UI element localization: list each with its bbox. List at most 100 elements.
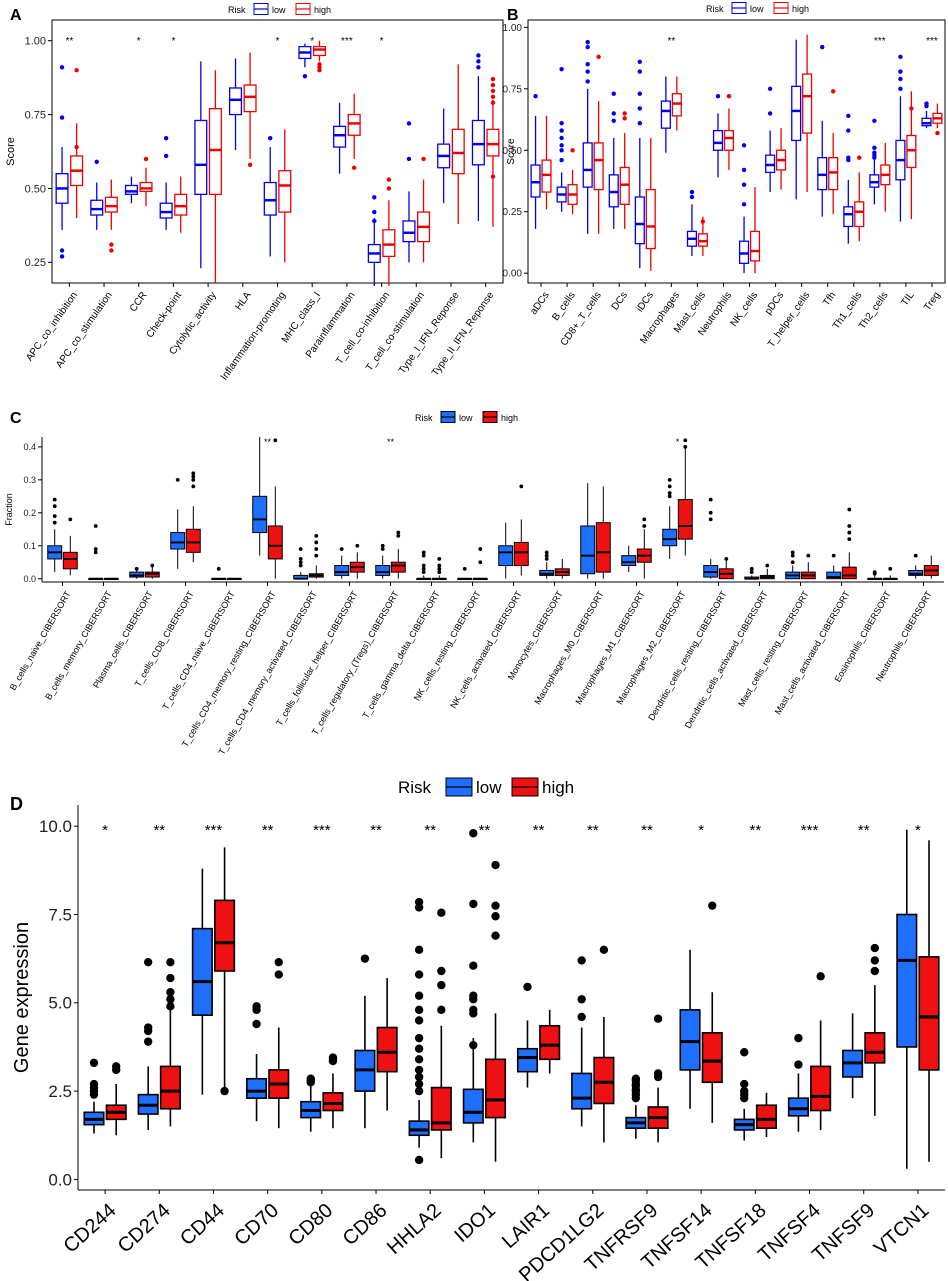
x-tick-label: CD274 — [114, 1199, 175, 1257]
outlier-point — [478, 547, 483, 551]
legend-label-high: high — [314, 5, 331, 15]
y-tick-label: 0.25 — [503, 207, 523, 218]
legend-title: Risk — [706, 4, 724, 14]
box-high — [104, 179, 118, 253]
outlier-point — [870, 966, 880, 976]
box-iqr — [539, 1024, 561, 1061]
significance-mark: *** — [874, 36, 886, 47]
x-tick-label: Type_I_IFN_Reponse — [397, 290, 462, 376]
outlier-point — [93, 547, 98, 551]
outlier-point — [302, 73, 308, 79]
box-iqr — [843, 206, 854, 228]
box-iqr — [513, 541, 529, 567]
legend: Risk low high — [706, 2, 809, 14]
box-high — [376, 978, 398, 1111]
box-iqr — [645, 188, 656, 250]
box-iqr — [245, 1077, 268, 1099]
significance-mark: *** — [341, 36, 353, 47]
outlier-point — [317, 68, 322, 73]
significance-mark: ** — [424, 822, 436, 839]
box-iqr — [723, 129, 735, 151]
box-high — [932, 103, 943, 136]
box-iqr — [486, 128, 500, 157]
significance-mark: ** — [479, 822, 491, 839]
outlier-point — [667, 484, 672, 489]
x-tick-label: Inflammation-promoting — [219, 290, 288, 382]
box-high — [647, 1014, 669, 1143]
box-high — [472, 547, 488, 581]
x-tick-label: CCR — [128, 290, 149, 314]
outlier-point — [490, 82, 496, 88]
box-low — [159, 136, 173, 230]
box-high — [539, 1009, 561, 1074]
outlier-point — [642, 524, 647, 528]
outlier-point — [59, 254, 65, 259]
outlier-point — [870, 956, 880, 965]
outlier-point — [437, 966, 446, 976]
outlier-point — [414, 1065, 424, 1075]
significance-mark: *** — [205, 822, 223, 839]
box-high — [864, 943, 886, 1116]
box-iqr — [580, 525, 596, 575]
outlier-point — [847, 524, 852, 528]
outlier-point — [380, 547, 385, 551]
outlier-point — [372, 218, 377, 224]
outlier-point — [175, 477, 180, 482]
y-tick-label: 0.50 — [25, 183, 46, 195]
box-low — [660, 76, 671, 153]
box-iqr — [194, 119, 208, 195]
outlier-point — [89, 1058, 99, 1068]
significance-mark: * — [698, 822, 704, 839]
outlier-point — [642, 517, 647, 522]
box-high — [159, 957, 181, 1127]
x-tick-label: aDCs — [528, 290, 551, 317]
significance-mark: *** — [801, 822, 819, 839]
outlier-point — [314, 533, 319, 538]
box-low — [47, 497, 63, 573]
outlier-point — [414, 903, 424, 912]
box-low — [402, 121, 416, 263]
outlier-point — [386, 186, 392, 191]
box-high — [593, 54, 604, 234]
box-low — [679, 949, 701, 1109]
outlier-point — [577, 995, 586, 1004]
x-tick-label: CD244 — [60, 1199, 121, 1257]
outlier-point — [414, 1086, 424, 1096]
outlier-point — [544, 557, 549, 561]
outlier-point — [872, 571, 877, 576]
outlier-point — [469, 995, 478, 1004]
x-tick-label: CD44 — [176, 1199, 229, 1250]
x-tick-label: Treg — [922, 290, 943, 313]
legend-label-low: low — [750, 4, 764, 14]
outlier-point — [749, 570, 754, 575]
outlier-point — [396, 530, 401, 535]
panel-letter: C — [10, 410, 22, 427]
outlier-point — [216, 566, 221, 571]
box-low — [621, 545, 637, 573]
box-iqr — [278, 170, 292, 213]
box-high — [554, 558, 570, 579]
y-tick-label: 0.50 — [503, 146, 523, 157]
outlier-point — [585, 62, 590, 67]
box-iqr — [402, 220, 416, 243]
y-tick-label: 0.3 — [23, 475, 36, 485]
box-low — [55, 65, 69, 259]
box-low — [556, 66, 567, 212]
box-high — [718, 557, 734, 580]
outlier-point — [166, 988, 175, 997]
y-axis-label: Gene expression — [11, 922, 33, 1073]
outlier-point — [191, 477, 196, 482]
significance-mark: * — [276, 36, 280, 47]
outlier-point — [523, 982, 532, 992]
box-iqr — [174, 193, 188, 216]
y-tick-label: 0.0 — [48, 1170, 72, 1189]
box-low — [686, 189, 698, 256]
outlier-point — [414, 1072, 424, 1082]
outlier-point — [898, 76, 903, 82]
outlier-point — [741, 182, 747, 187]
outlier-point — [414, 991, 424, 1000]
y-tick-label: 5.0 — [48, 994, 72, 1013]
outlier-point — [339, 547, 344, 551]
box-low — [571, 956, 593, 1127]
outlier-point — [143, 957, 153, 967]
